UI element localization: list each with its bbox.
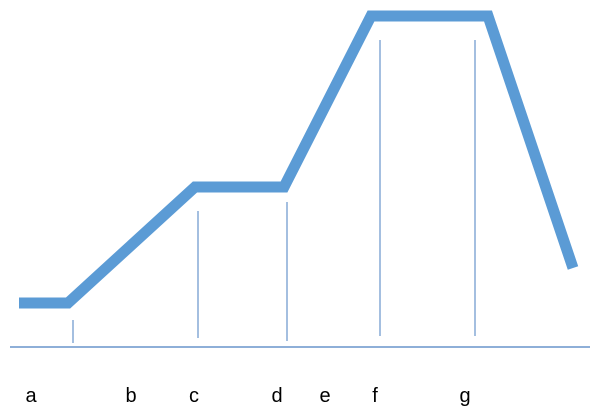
label-a: a <box>25 385 37 407</box>
label-d: d <box>271 385 283 407</box>
label-b: b <box>125 385 137 407</box>
label-e: e <box>319 385 331 407</box>
label-f: f <box>372 385 378 407</box>
label-c: c <box>189 385 199 407</box>
profile-curve <box>19 10 579 309</box>
label-g: g <box>459 385 471 407</box>
